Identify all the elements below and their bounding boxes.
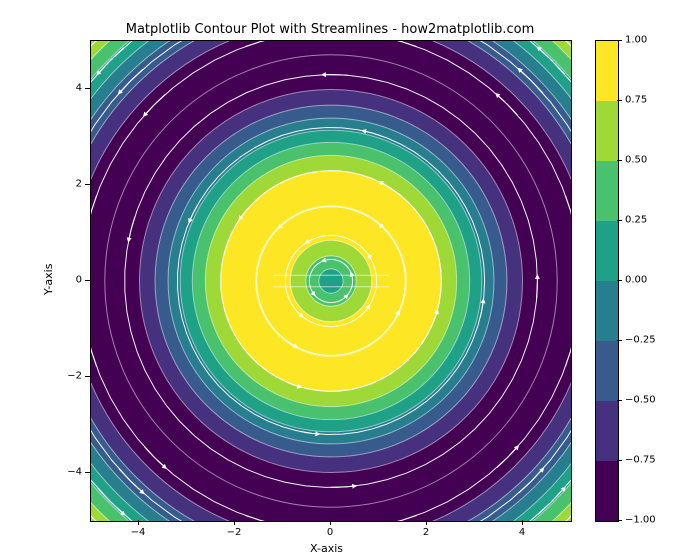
colorbar-tick-label: −0.50 [625,395,656,406]
x-tick-label: 4 [519,527,525,538]
plot-title: Matplotlib Contour Plot with Streamlines… [90,22,570,37]
contour-plot-svg [91,41,571,521]
y-tick-mark [85,472,90,473]
colorbar-tick-label: 0.50 [625,155,647,166]
colorbar [595,40,619,522]
colorbar-tick-mark [617,160,622,161]
colorbar-tick-label: 0.75 [625,95,647,106]
colorbar-tick-label: −0.75 [625,455,656,466]
y-tick-label: 0 [62,275,82,286]
x-tick-mark [426,520,427,525]
x-tick-mark [138,520,139,525]
y-tick-label: −4 [62,467,82,478]
colorbar-segment [596,461,618,521]
colorbar-segment [596,161,618,221]
y-tick-mark [85,376,90,377]
x-tick-mark [234,520,235,525]
y-axis-label: Y-axis [42,264,55,295]
colorbar-tick-mark [617,340,622,341]
y-tick-mark [85,184,90,185]
colorbar-tick-label: 0.25 [625,215,647,226]
colorbar-tick-label: 1.00 [625,35,647,46]
colorbar-tick-label: 0.00 [625,275,647,286]
plot-area [90,40,572,522]
colorbar-segment [596,401,618,461]
x-tick-label: 0 [327,527,333,538]
colorbar-tick-mark [617,400,622,401]
colorbar-tick-mark [617,520,622,521]
x-tick-label: −2 [227,527,242,538]
colorbar-segment [596,41,618,101]
colorbar-tick-label: −0.25 [625,335,656,346]
y-tick-label: −2 [62,371,82,382]
x-tick-mark [330,520,331,525]
colorbar-tick-mark [617,220,622,221]
colorbar-tick-mark [617,280,622,281]
y-tick-label: 4 [62,83,82,94]
figure: Matplotlib Contour Plot with Streamlines… [0,0,700,560]
x-tick-label: 2 [423,527,429,538]
colorbar-segment [596,101,618,161]
colorbar-tick-mark [617,40,622,41]
y-tick-label: 2 [62,179,82,190]
colorbar-segment [596,221,618,281]
colorbar-tick-mark [617,460,622,461]
x-tick-mark [522,520,523,525]
colorbar-tick-mark [617,100,622,101]
colorbar-segment [596,341,618,401]
colorbar-segment [596,281,618,341]
colorbar-tick-label: −1.00 [625,515,656,526]
x-tick-label: −4 [131,527,146,538]
y-tick-mark [85,88,90,89]
x-axis-label: X-axis [310,542,343,555]
y-tick-mark [85,280,90,281]
